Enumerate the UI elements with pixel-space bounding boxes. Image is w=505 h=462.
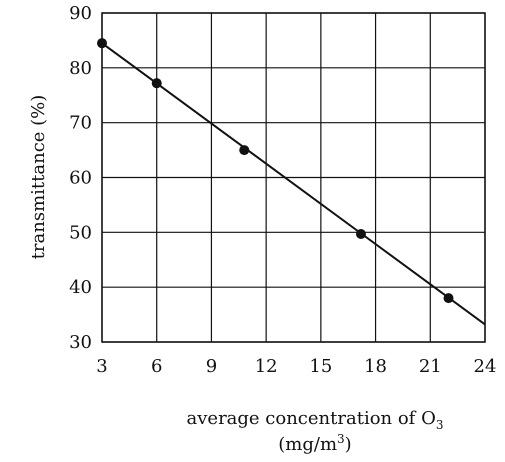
x-axis-label-subscript: 3 — [436, 418, 444, 432]
y-tick-label-2: 50 — [69, 222, 92, 243]
x-tick-label-7: 24 — [474, 356, 497, 377]
x-tick-label-2: 9 — [206, 356, 217, 377]
y-tick-labels: 30 40 50 60 70 80 90 — [69, 3, 92, 353]
x-axis-unit-superscript: 3 — [337, 432, 345, 446]
fit-line — [101, 42, 486, 326]
y-tick-label-4: 70 — [69, 113, 92, 134]
y-tick-label-1: 40 — [69, 277, 92, 298]
x-axis-label-line1: average concentration of O3 — [187, 408, 444, 432]
x-tick-label-5: 18 — [364, 356, 387, 377]
data-point-1 — [151, 78, 162, 89]
x-tick-label-0: 3 — [96, 356, 107, 377]
x-axis-unit-close: ) — [345, 434, 352, 455]
data-point-3 — [355, 228, 366, 239]
x-tick-label-1: 6 — [151, 356, 162, 377]
y-tick-label-6: 90 — [69, 3, 92, 24]
data-point-2 — [239, 145, 250, 156]
y-axis-label: transmittance (%) — [28, 95, 49, 260]
data-points — [97, 38, 454, 304]
x-tick-label-6: 21 — [419, 356, 442, 377]
y-tick-label-3: 60 — [69, 168, 92, 189]
x-tick-label-4: 15 — [309, 356, 332, 377]
y-tick-label-0: 30 — [69, 332, 92, 353]
data-point-0 — [97, 38, 107, 49]
x-axis-label-line2: (mg/m3) — [278, 432, 351, 455]
y-tick-label-5: 80 — [69, 58, 92, 79]
grid — [101, 12, 486, 343]
x-axis-unit-text: (mg/m — [278, 434, 337, 455]
plot-frame — [101, 12, 486, 343]
x-tick-label-3: 12 — [255, 356, 278, 377]
x-axis-label-text: average concentration of O — [187, 408, 436, 429]
data-point-4 — [443, 293, 454, 304]
x-tick-labels: 3 6 9 12 15 18 21 24 — [96, 356, 496, 377]
